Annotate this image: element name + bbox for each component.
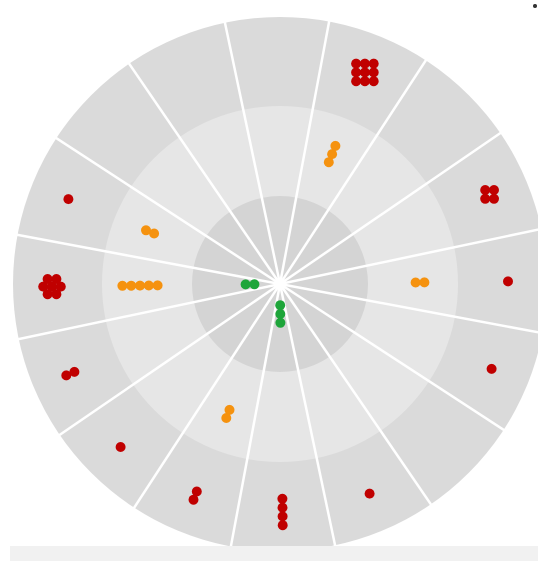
data-point-red [115,442,126,452]
data-point-red [368,76,379,87]
data-point-orange [141,225,151,236]
sector-separator [279,130,503,286]
data-point-orange [330,140,341,151]
data-point-green [275,317,286,328]
data-point-red [277,502,288,513]
data-point-red [63,194,74,205]
data-point-orange [224,404,235,415]
sector-separator [279,228,538,286]
data-point-red [191,486,202,497]
data-point-green [240,279,251,290]
sector-separator [16,282,281,341]
data-point-red [489,185,499,195]
data-point-red [188,494,199,505]
data-point-red [359,76,370,87]
data-point-red [503,276,513,287]
data-point-orange [152,280,163,291]
data-point-red [42,274,53,284]
data-point-red [51,289,62,300]
sector-separator [229,283,282,549]
data-point-red [55,281,66,292]
data-point-orange [410,277,421,288]
data-point-red [351,76,362,87]
data-point-red [368,67,379,78]
corner-mark [533,4,537,8]
sector-separator [53,136,281,286]
sector-separator [278,57,428,285]
data-point-green [275,300,286,311]
data-point-orange [419,277,430,288]
sector-separator [57,282,281,438]
sector-separator [278,283,434,507]
data-point-red [47,281,57,292]
data-point-red [61,370,72,381]
data-point-red [277,493,288,504]
data-point-orange [143,280,154,291]
data-point-red [480,193,491,204]
data-point-red [69,366,80,377]
data-dots [38,58,513,531]
data-point-red [277,511,288,522]
data-point-orange [323,157,334,168]
data-point-red [359,58,370,69]
data-point-red [351,67,362,78]
data-point-red [42,289,53,300]
sector-separator [279,282,538,334]
data-point-red [38,281,49,292]
data-point-red [359,67,370,78]
data-point-orange [117,280,128,291]
sector-separators [15,19,538,549]
sector-separator [132,283,282,511]
data-point-red [51,274,62,284]
data-point-red [489,193,499,204]
data-point-red [277,520,288,531]
data-point-orange [327,149,338,160]
data-point-red [368,58,379,69]
data-point-red [351,58,362,69]
sector-separator [223,20,282,285]
sector-separator [15,233,281,286]
footer-strip [10,546,538,561]
sector-separator [278,283,337,548]
data-point-red [480,185,491,195]
data-point-orange [135,280,145,291]
sector-separator [279,282,507,432]
data-point-green [249,279,260,290]
data-point-orange [221,413,232,423]
data-point-red [364,488,375,499]
data-point-orange [149,228,160,239]
sector-separator [126,61,282,285]
data-point-red [486,363,497,374]
data-point-green [275,309,286,319]
sector-separator [278,19,331,285]
data-point-orange [126,280,137,291]
